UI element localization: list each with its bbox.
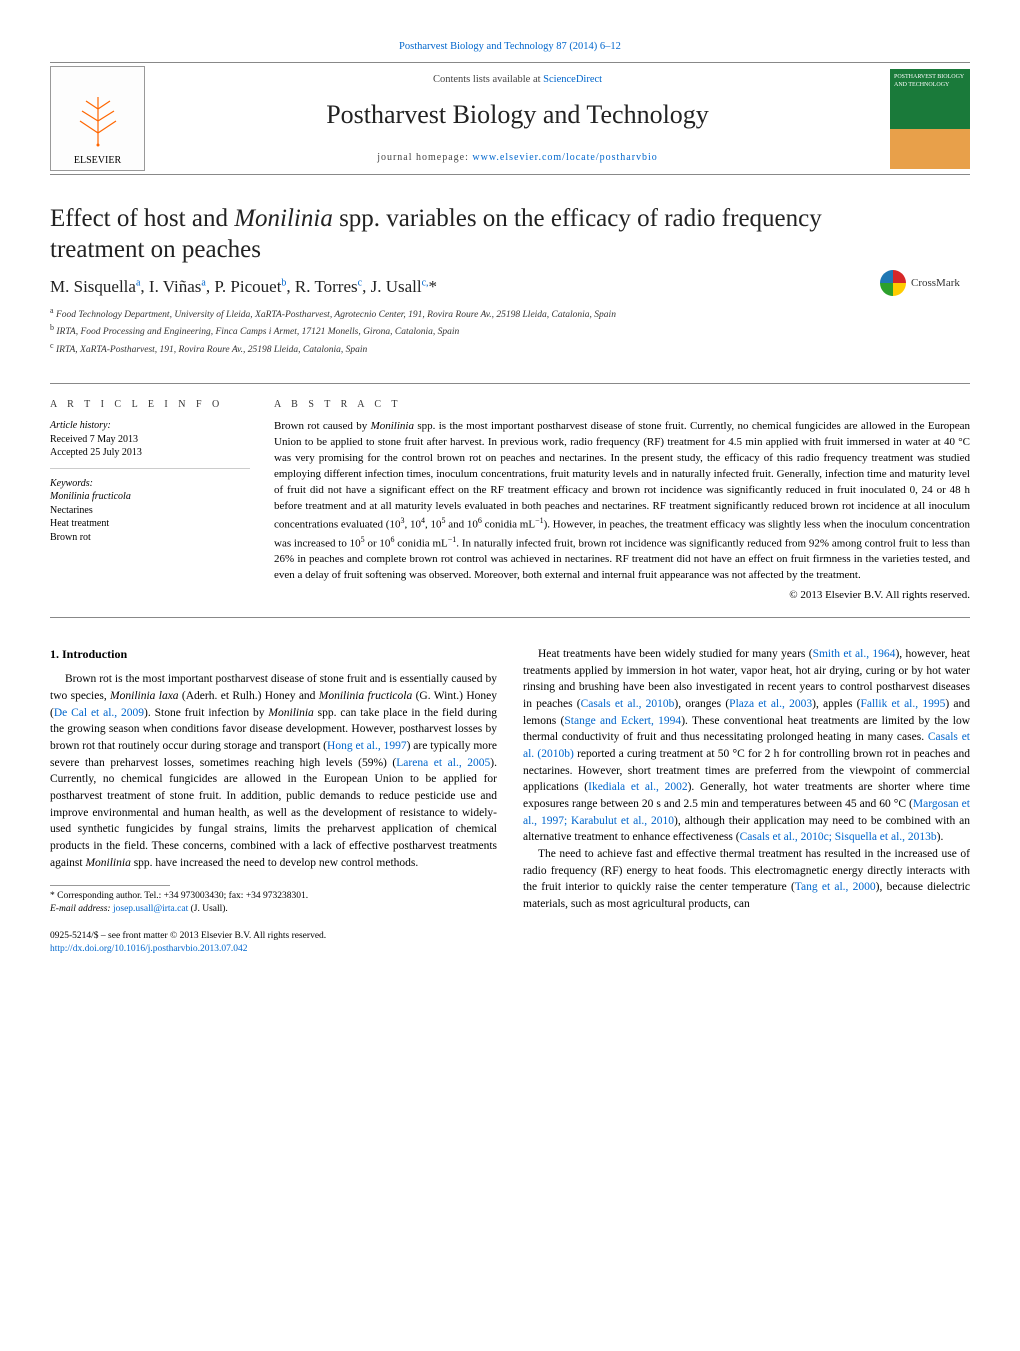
body-columns: 1. Introduction Brown rot is the most im… [50,646,970,956]
body-paragraph: Heat treatments have been widely studied… [523,646,970,846]
received-date: Received 7 May 2013 [50,433,250,447]
corresponding-author-footnote: * Corresponding author. Tel.: +34 973003… [50,890,497,916]
abstract-copyright: © 2013 Elsevier B.V. All rights reserved… [274,588,970,603]
journal-homepage-link[interactable]: www.elsevier.com/locate/postharvbio [472,152,657,163]
authors: M. Sisquellaa, I. Viñasa, P. Picouetb, R… [50,276,860,299]
masthead-center: Contents lists available at ScienceDirec… [159,73,876,164]
masthead: ELSEVIER Contents lists available at Sci… [50,62,970,175]
article-title: Effect of host and Monilinia spp. variab… [50,203,860,266]
crossmark-label: CrossMark [911,276,960,291]
elsevier-logo: ELSEVIER [50,66,145,171]
body-paragraph: The need to achieve fast and effective t… [523,846,970,913]
email-after: (J. Usall). [188,904,228,914]
journal-reference: Postharvest Biology and Technology 87 (2… [50,40,970,54]
keyword: Nectarines [50,504,250,518]
article-header: Effect of host and Monilinia spp. variab… [50,203,970,367]
corr-email-link[interactable]: josep.usall@irta.cat [113,904,188,914]
footnote-separator [50,885,170,886]
bottom-meta: 0925-5214/$ – see front matter © 2013 El… [50,930,497,956]
body-paragraph: Brown rot is the most important postharv… [50,671,497,871]
keywords-label: Keywords: [50,477,250,491]
abstract-text: Brown rot caused by Monilinia spp. is th… [274,419,970,584]
article-info-heading: a r t i c l e i n f o [50,398,250,412]
elsevier-wordmark: ELSEVIER [74,154,121,168]
corr-author-line: * Corresponding author. Tel.: +34 973003… [50,890,497,903]
doi-link[interactable]: http://dx.doi.org/10.1016/j.postharvbio.… [50,944,247,954]
accepted-date: Accepted 25 July 2013 [50,446,250,460]
crossmark-badge[interactable]: CrossMark [880,209,970,357]
intro-heading: 1. Introduction [50,646,497,663]
elsevier-tree-icon [76,95,120,154]
contents-prefix: Contents lists available at [433,74,543,85]
email-label: E-mail address: [50,904,113,914]
article-info: a r t i c l e i n f o Article history: R… [50,398,250,603]
sciencedirect-link[interactable]: ScienceDirect [543,74,602,85]
affiliation-b: b IRTA, Food Processing and Engineering,… [50,322,860,339]
keyword: Heat treatment [50,517,250,531]
history-label: Article history: [50,419,250,433]
abstract-heading: a b s t r a c t [274,398,970,412]
affiliation-c: c IRTA, XaRTA-Postharvest, 191, Rovira R… [50,340,860,357]
crossmark-icon [880,270,906,296]
journal-cover-thumbnail: POSTHARVEST BIOLOGY AND TECHNOLOGY [890,69,970,169]
homepage-prefix: journal homepage: [377,152,472,163]
abstract: a b s t r a c t Brown rot caused by Moni… [274,398,970,603]
journal-title: Postharvest Biology and Technology [159,97,876,132]
keyword: Brown rot [50,531,250,545]
affiliations: a Food Technology Department, University… [50,305,860,357]
info-abstract-row: a r t i c l e i n f o Article history: R… [50,383,970,618]
issn-line: 0925-5214/$ – see front matter © 2013 El… [50,930,497,943]
keyword: Monilinia fructicola [50,490,250,504]
affiliation-a: a Food Technology Department, University… [50,305,860,322]
